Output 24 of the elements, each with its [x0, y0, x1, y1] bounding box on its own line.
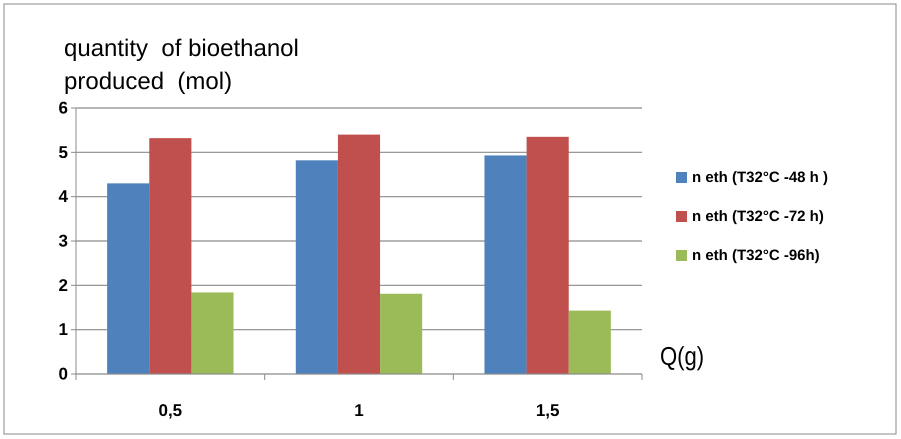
bar	[191, 292, 234, 374]
bar	[296, 160, 338, 374]
legend-label: n eth (T32°C -96h)	[692, 247, 820, 264]
bar	[107, 183, 150, 374]
legend-label: n eth (T32°C -48 h )	[692, 169, 828, 186]
bar	[338, 134, 380, 374]
x-tick-label: 0,5	[158, 401, 182, 420]
x-tick-label: 1	[354, 401, 364, 420]
bar	[149, 138, 192, 374]
y-tick-label: 3	[58, 231, 68, 250]
y-tick-label: 6	[58, 98, 68, 118]
bar	[526, 136, 569, 374]
x-tick-label: 1,5	[536, 401, 560, 420]
bar	[380, 294, 422, 374]
bar	[484, 155, 527, 374]
x-axis-title: Q(g)	[660, 342, 704, 372]
bar	[568, 310, 611, 374]
y-tick-label: 0	[58, 364, 68, 384]
y-tick-label: 4	[58, 187, 69, 206]
y-tick-label: 5	[58, 142, 68, 162]
y-axis-title: quantity of bioethanol produced (mol)	[64, 35, 299, 95]
y-tick-label: 1	[58, 320, 68, 340]
legend-label: n eth (T32°C -72 h)	[692, 208, 824, 225]
y-tick-label: 2	[58, 276, 68, 295]
